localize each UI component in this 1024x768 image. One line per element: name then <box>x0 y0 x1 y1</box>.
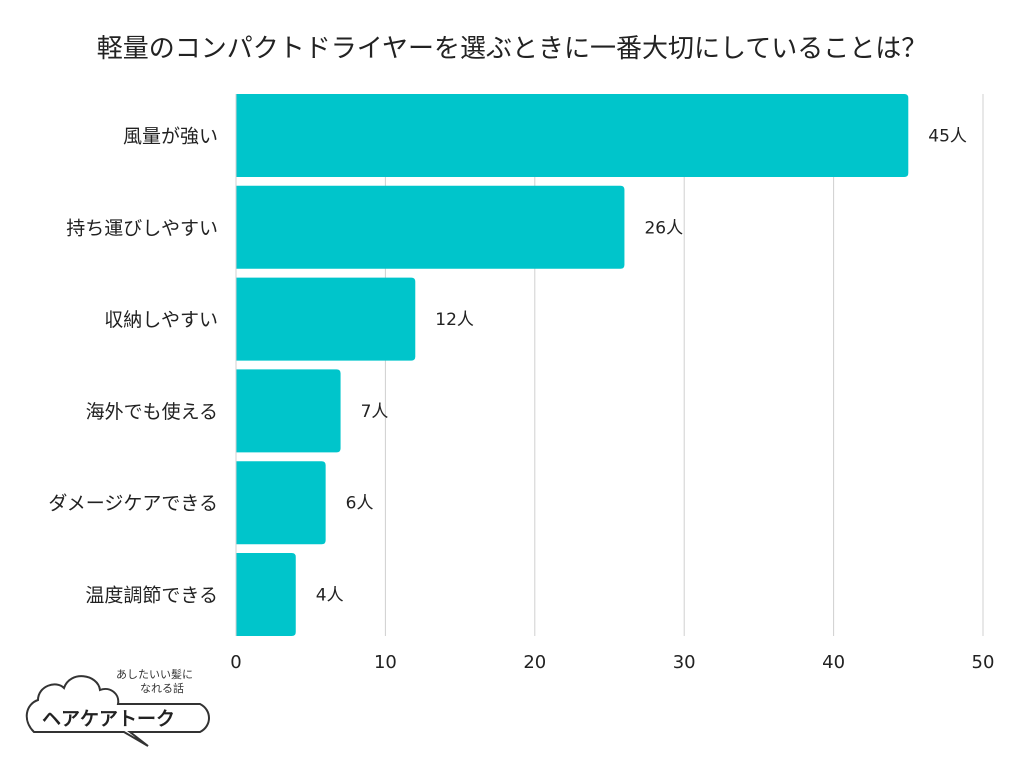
x-tick-label: 10 <box>374 652 397 673</box>
category-label: 収納しやすい <box>104 309 218 331</box>
data-label: 7人 <box>361 402 389 422</box>
data-label: 6人 <box>346 494 374 514</box>
x-tick-label: 20 <box>523 652 546 673</box>
logo-tagline-2: なれる話 <box>140 681 184 695</box>
bar <box>236 369 341 453</box>
bar <box>236 461 326 545</box>
x-tick-label: 0 <box>230 652 241 673</box>
data-label: 26人 <box>644 218 683 238</box>
data-label: 4人 <box>316 586 344 606</box>
bar <box>236 277 416 361</box>
bar <box>236 185 625 269</box>
x-tick-label: 50 <box>972 652 995 673</box>
logo: あしたいい髪に なれる話 ヘアケアトーク <box>25 667 210 747</box>
x-tick-label: 30 <box>673 652 696 673</box>
category-label: 海外でも使える <box>86 401 218 423</box>
bar <box>236 553 296 636</box>
data-label: 45人 <box>928 127 967 147</box>
logo-main: ヘアケアトーク <box>42 708 175 730</box>
data-label: 12人 <box>435 310 474 330</box>
category-label: 持ち運びしやすい <box>66 217 218 239</box>
category-label: 風量が強い <box>123 126 218 148</box>
category-label: ダメージケアできる <box>48 493 218 515</box>
x-tick-label: 40 <box>822 652 845 673</box>
bar <box>236 94 909 177</box>
logo-tagline-1: あしたいい髪に <box>116 667 193 681</box>
chart-title: 軽量のコンパクトドライヤーを選ぶときに一番大切にしていることは？ <box>96 34 928 64</box>
category-label: 温度調節できる <box>85 585 218 607</box>
